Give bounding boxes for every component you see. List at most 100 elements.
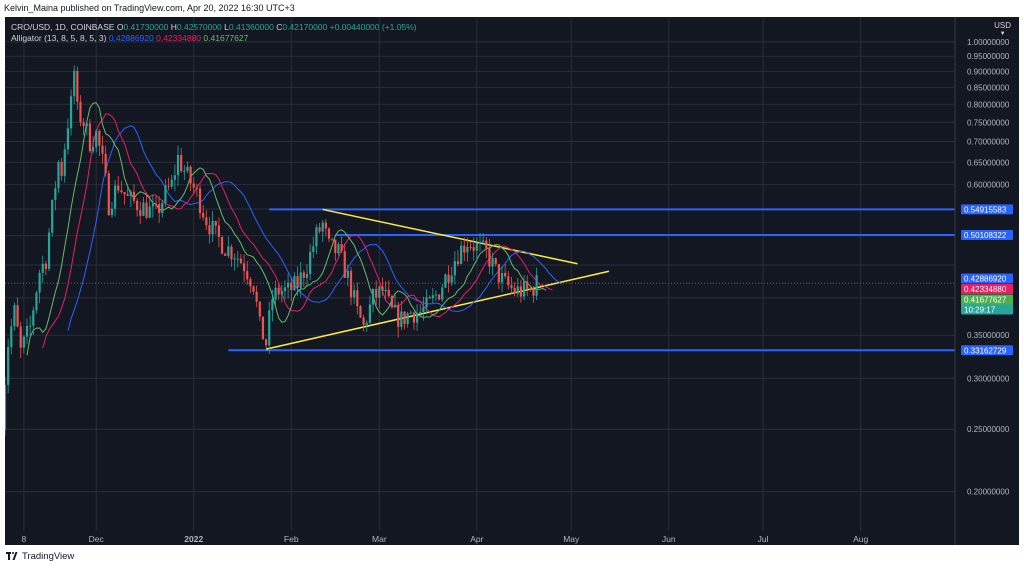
candle-body bbox=[371, 289, 375, 305]
candle-body bbox=[381, 286, 384, 292]
candle-body bbox=[54, 188, 57, 200]
currency-label[interactable]: USD ▼ bbox=[994, 21, 1011, 37]
y-tick-label: 0.65000000 bbox=[967, 158, 1010, 167]
candle-body bbox=[7, 347, 10, 385]
price-label-box bbox=[961, 283, 1013, 294]
candle-body bbox=[327, 228, 331, 239]
candle-body bbox=[510, 285, 513, 288]
candle-body bbox=[504, 273, 507, 277]
legend: CRO/USD, 1D, COINBASE O0.41730000 H0.425… bbox=[11, 22, 417, 44]
candle-body bbox=[441, 287, 444, 300]
candle-body bbox=[139, 210, 142, 216]
candle-body bbox=[183, 171, 186, 173]
candle-body bbox=[309, 251, 312, 275]
candle-body bbox=[85, 123, 88, 127]
legend-symbol-row: CRO/USD, 1D, COINBASE O0.41730000 H0.425… bbox=[11, 22, 417, 32]
candle-body bbox=[444, 274, 447, 288]
candle-body bbox=[349, 270, 353, 298]
candle-body bbox=[400, 311, 403, 327]
candle-body bbox=[249, 279, 252, 287]
y-tick-label: 0.60000000 bbox=[967, 181, 1010, 190]
y-tick-label: 0.70000000 bbox=[967, 138, 1010, 147]
candle-body bbox=[293, 276, 296, 291]
candle-body bbox=[500, 273, 504, 283]
candle-body bbox=[132, 191, 136, 201]
candle-body bbox=[475, 243, 478, 251]
candle-body bbox=[123, 192, 126, 195]
drawings-layer bbox=[5, 208, 955, 352]
candle-body bbox=[214, 220, 217, 226]
price-chart[interactable]: 0.20000000 0.25000000 0.30000000 0.35000000… bbox=[5, 17, 1019, 545]
candle-body bbox=[69, 96, 73, 129]
candle-body bbox=[375, 289, 378, 298]
candle-body bbox=[148, 206, 151, 218]
candle-body bbox=[497, 264, 500, 283]
candle-body bbox=[387, 289, 390, 297]
candle-body bbox=[236, 258, 239, 260]
chart-area[interactable]: 0.20000000 0.25000000 0.30000000 0.35000000… bbox=[5, 17, 1019, 545]
candle-body bbox=[73, 70, 76, 97]
candle-body bbox=[491, 258, 494, 267]
legend-high: 0.42570000 bbox=[176, 22, 222, 32]
candle-body bbox=[428, 297, 431, 299]
candle-body bbox=[315, 227, 318, 247]
candle-body bbox=[472, 247, 475, 251]
candle-body bbox=[271, 299, 274, 311]
alligator-teeth-line bbox=[42, 113, 553, 349]
brand-name: TradingView bbox=[22, 551, 75, 562]
y-tick-label: 0.90000000 bbox=[967, 67, 1010, 76]
price-label-text: 0.50108322 bbox=[964, 231, 1007, 240]
candle-body bbox=[129, 191, 132, 196]
legend-low: 0.41360000 bbox=[228, 22, 274, 32]
candle-body bbox=[16, 305, 19, 327]
x-tick-label: Aug bbox=[853, 534, 868, 544]
candle-body bbox=[41, 263, 44, 273]
candle-body bbox=[296, 276, 299, 288]
candle-body bbox=[494, 258, 497, 265]
candle-body bbox=[337, 244, 340, 254]
candle-body bbox=[415, 312, 419, 323]
legend-symbol: CRO/USD, 1D, COINBASE bbox=[11, 22, 115, 32]
axis-layer: 0.20000000 0.25000000 0.30000000 0.35000000… bbox=[22, 17, 1013, 545]
candle-body bbox=[242, 263, 246, 272]
candle-body bbox=[283, 287, 287, 292]
legend-alligator-label: Alligator (13, 8, 5, 8, 5, 3) bbox=[11, 33, 107, 43]
candle-body bbox=[101, 145, 104, 154]
tradingview-brand[interactable]: TradingView bbox=[6, 551, 74, 562]
candle-body bbox=[412, 312, 416, 323]
candle-body bbox=[482, 240, 485, 242]
candle-body bbox=[535, 274, 538, 296]
candle-body bbox=[334, 239, 337, 254]
candle-body bbox=[44, 263, 47, 269]
candle-body bbox=[176, 155, 180, 176]
candle-body bbox=[217, 225, 221, 238]
candle-body bbox=[359, 306, 362, 318]
candle-body bbox=[63, 149, 66, 176]
candle-body bbox=[167, 185, 170, 187]
candle-body bbox=[384, 289, 387, 292]
candle-body bbox=[192, 183, 195, 188]
candle-body bbox=[434, 294, 438, 296]
candle-body bbox=[227, 246, 230, 256]
candle-body bbox=[299, 272, 302, 288]
candle-body bbox=[233, 258, 236, 260]
candle-body bbox=[532, 289, 535, 296]
x-tick-label: Jun bbox=[662, 534, 676, 544]
candle-body bbox=[453, 261, 456, 276]
candle-body bbox=[22, 336, 25, 348]
candle-body bbox=[507, 276, 510, 286]
legend-open: 0.41730000 bbox=[123, 22, 169, 32]
candle-body bbox=[120, 190, 123, 193]
candle-body bbox=[513, 287, 516, 294]
candle-body bbox=[195, 187, 198, 189]
candle-body bbox=[19, 326, 22, 348]
candle-body bbox=[173, 175, 176, 180]
price-label-box bbox=[961, 229, 1013, 240]
candle-body bbox=[431, 295, 434, 299]
y-tick-label: 0.85000000 bbox=[967, 83, 1010, 92]
candle-body bbox=[331, 238, 334, 240]
candle-body bbox=[368, 304, 372, 323]
candle-body bbox=[136, 200, 139, 211]
candle-body bbox=[447, 274, 450, 283]
candle-body bbox=[252, 286, 255, 292]
